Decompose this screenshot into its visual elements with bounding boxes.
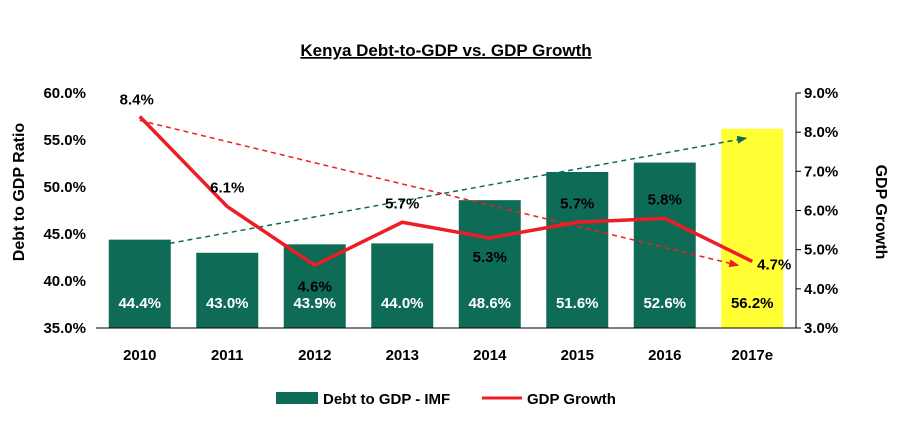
left-tick-label: 40.0% bbox=[43, 273, 86, 290]
line-data-label: 5.7% bbox=[560, 195, 594, 212]
left-tick-label: 55.0% bbox=[43, 132, 86, 149]
left-axis-title: Debt to GDP Ratio bbox=[11, 123, 28, 262]
left-tick-label: 35.0% bbox=[43, 320, 86, 337]
x-axis-category-label: 2017e bbox=[731, 347, 773, 364]
line-series: 8.4% 6.1% 4.6% 5.7% 5.3% 5.7% 5.8% 4.7% bbox=[120, 92, 792, 296]
x-axis-category-label: 2011 bbox=[211, 347, 244, 364]
bar-data-label: 44.0% bbox=[381, 295, 424, 312]
right-axis-title: GDP Growth bbox=[872, 165, 889, 260]
bar-series: 44.4% 43.0% 43.9% 44.0% 48.6% 51.6% 52.6% 56.2% bbox=[108, 128, 784, 328]
right-tick-label: 3.0% bbox=[804, 320, 838, 337]
line-data-label: 5.7% bbox=[385, 195, 419, 212]
line-data-label: 5.3% bbox=[473, 249, 507, 266]
bar bbox=[721, 128, 784, 328]
bar-data-label: 43.9% bbox=[293, 295, 336, 312]
debt-trend-arrow bbox=[169, 135, 748, 245]
left-tick-label: 60.0% bbox=[43, 85, 86, 102]
x-axis-category-label: 2014 bbox=[473, 347, 507, 364]
right-tick-label: 9.0% bbox=[804, 85, 838, 102]
right-tick-label: 7.0% bbox=[804, 163, 838, 180]
category-labels: 2010 2011 2012 2013 2014 2015 2016 2017e bbox=[123, 347, 773, 364]
line-data-label: 4.6% bbox=[298, 278, 332, 295]
bar-data-label: 44.4% bbox=[118, 295, 161, 312]
bar bbox=[371, 243, 434, 328]
bar bbox=[458, 200, 521, 328]
bar-data-label: 56.2% bbox=[731, 295, 774, 312]
line-data-label: 8.4% bbox=[120, 92, 154, 109]
gdp-growth-line bbox=[138, 115, 754, 268]
bar bbox=[546, 171, 609, 328]
bar bbox=[108, 239, 171, 328]
line-data-label: 4.7% bbox=[757, 256, 791, 273]
growth-trend-arrow bbox=[139, 119, 740, 268]
legend: Debt to GDP - IMF GDP Growth bbox=[276, 391, 616, 408]
x-axis-category-label: 2010 bbox=[123, 347, 156, 364]
right-tick-label: 6.0% bbox=[804, 203, 838, 220]
right-tick-label: 8.0% bbox=[804, 124, 838, 141]
left-tick-label: 50.0% bbox=[43, 179, 86, 196]
bar bbox=[283, 244, 346, 328]
chart-title: Kenya Debt-to-GDP vs. GDP Growth bbox=[300, 41, 591, 60]
right-axis-ticks: 3.0% 4.0% 5.0% 6.0% 7.0% 8.0% 9.0% bbox=[796, 85, 838, 337]
bar bbox=[196, 252, 259, 328]
left-axis-ticks: 35.0% 40.0% 45.0% 50.0% 55.0% 60.0% bbox=[43, 85, 86, 337]
bar-data-label: 52.6% bbox=[643, 295, 686, 312]
bar-data-label: 48.6% bbox=[468, 295, 511, 312]
bar-data-label: 51.6% bbox=[556, 295, 599, 312]
right-tick-label: 4.0% bbox=[804, 281, 838, 298]
x-axis-category-label: 2015 bbox=[561, 347, 594, 364]
trend-lines bbox=[139, 119, 748, 268]
bar-data-label: 43.0% bbox=[206, 295, 249, 312]
bar bbox=[633, 162, 696, 328]
legend-line-label: GDP Growth bbox=[527, 391, 616, 408]
x-axis-category-label: 2012 bbox=[298, 347, 331, 364]
legend-bar-swatch bbox=[276, 392, 318, 404]
line-data-label: 6.1% bbox=[210, 180, 244, 197]
left-tick-label: 45.0% bbox=[43, 226, 86, 243]
x-axis-category-label: 2016 bbox=[648, 347, 681, 364]
right-tick-label: 5.0% bbox=[804, 242, 838, 259]
line-data-label: 5.8% bbox=[648, 191, 682, 208]
x-axis-category-label: 2013 bbox=[386, 347, 419, 364]
legend-bar-label: Debt to GDP - IMF bbox=[323, 391, 450, 408]
